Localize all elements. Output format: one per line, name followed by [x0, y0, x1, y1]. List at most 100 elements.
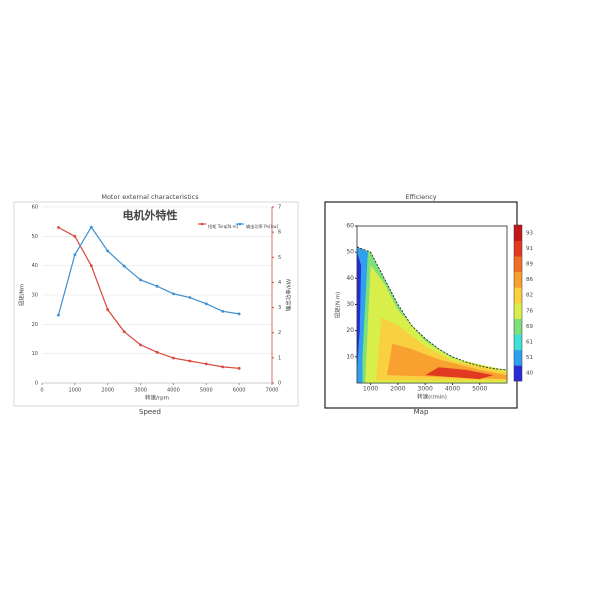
point [139, 343, 142, 347]
y-tick-label: 0 [35, 381, 38, 387]
y-tick-label: 30 [32, 293, 38, 299]
y-axis-label: 扭矩(N.m) [334, 292, 342, 319]
y-tick-label: 40 [346, 275, 354, 282]
legend-label: 扭矩 Torq[N.m] [208, 223, 239, 230]
y2-tick-label: 7 [278, 205, 281, 211]
left-panel [13, 201, 299, 407]
colorbar-label: 91 [526, 246, 533, 252]
y2-tick-label: 5 [278, 255, 281, 261]
x-tick-label: 6000 [233, 388, 246, 394]
y2-tick-label: 0 [278, 381, 281, 387]
point [122, 264, 126, 268]
point [221, 365, 225, 369]
y-tick-label: 60 [346, 223, 354, 230]
legend-marker [200, 222, 204, 226]
x-tick-label: 5000 [200, 388, 213, 394]
colorbar-label: 61 [526, 340, 533, 346]
series-line [58, 227, 240, 369]
colorbar-label: 86 [526, 277, 533, 283]
series-line [57, 226, 240, 316]
y2-tick-label: 3 [278, 305, 281, 311]
y-tick-label: 20 [32, 322, 38, 328]
point [204, 362, 208, 366]
y-tick-label: 50 [346, 249, 354, 256]
point [188, 359, 192, 363]
x-tick-label: 2000 [101, 388, 114, 394]
point [106, 308, 110, 312]
point [57, 313, 60, 317]
y-tick-label: 10 [32, 351, 38, 357]
chart-caption: Map [414, 408, 429, 416]
point [172, 292, 175, 296]
x-axis-label: 转速(r/min) [417, 393, 447, 401]
colorbar-label: 51 [526, 355, 533, 361]
point [155, 350, 159, 354]
colorbar-cell [514, 303, 522, 319]
point [221, 309, 225, 313]
x-tick-label: 4000 [445, 386, 460, 393]
point [139, 278, 142, 282]
max-torque-boundary [356, 246, 508, 371]
chart-subtitle: 电机外特性 [123, 208, 178, 222]
legend-marker [238, 222, 242, 226]
x-tick-label: 3000 [418, 386, 433, 393]
point [155, 284, 159, 288]
point [57, 226, 60, 229]
y2-tick-label: 6 [278, 230, 281, 236]
x-tick-label: 2000 [390, 386, 405, 393]
y2-tick-label: 1 [278, 355, 281, 361]
y-tick-label: 20 [346, 327, 354, 334]
colorbar-cell [514, 365, 522, 382]
colorbar-cell [514, 287, 522, 304]
y-tick-label: 50 [32, 234, 38, 240]
y2-tick-label: 2 [278, 330, 281, 336]
point [122, 330, 126, 334]
colorbar-cell [514, 225, 522, 241]
y-tick-label: 10 [346, 353, 354, 360]
point [73, 253, 77, 257]
colorbar-cell [514, 318, 522, 335]
colorbar-cell [514, 271, 522, 288]
chart-title: Motor external characteristics [101, 193, 199, 201]
x-axis-label: 转速/rpm [145, 394, 169, 402]
contour-region [387, 343, 507, 380]
point [237, 312, 241, 316]
x-tick-label: 0 [40, 388, 43, 394]
colorbar-label: 69 [526, 324, 533, 330]
chart-title: Efficiency [405, 193, 436, 201]
point [188, 296, 192, 299]
colorbar-cell [514, 334, 522, 351]
colorbar-label: 89 [526, 262, 533, 268]
y-tick-label: 40 [32, 263, 38, 269]
point [89, 264, 93, 268]
point [204, 302, 208, 306]
colorbar-cell [514, 240, 522, 257]
y-axis-label: 扭矩/Nm [18, 284, 26, 306]
y2-axis-label: 输出功率/kW [285, 278, 293, 311]
colorbar-label: 82 [526, 293, 533, 299]
x-tick-label: 1000 [68, 388, 81, 394]
contour-region [357, 252, 362, 370]
colorbar-frame [513, 224, 523, 382]
colorbar-label: 40 [526, 371, 533, 377]
colorbar-label: 93 [526, 230, 533, 236]
y2-tick-label: 4 [278, 280, 281, 286]
legend-label: 输出功率 Pn[kw] [246, 223, 279, 230]
y-tick-label: 30 [346, 301, 354, 308]
colorbar-cell [514, 349, 522, 366]
x-tick-label: 4000 [167, 388, 180, 394]
x-tick-label: 7000 [266, 388, 279, 394]
x-tick-label: 1000 [363, 386, 378, 393]
point [172, 356, 175, 360]
contour-region [425, 367, 494, 380]
x-tick-label: 5000 [472, 386, 487, 393]
chart-caption: Speed [139, 408, 161, 416]
colorbar-cell [514, 256, 522, 273]
point [89, 225, 93, 229]
y-tick-label: 60 [32, 205, 38, 211]
point [106, 249, 110, 253]
point [73, 234, 77, 238]
colorbar-label: 76 [526, 308, 533, 314]
x-tick-label: 3000 [134, 388, 147, 394]
